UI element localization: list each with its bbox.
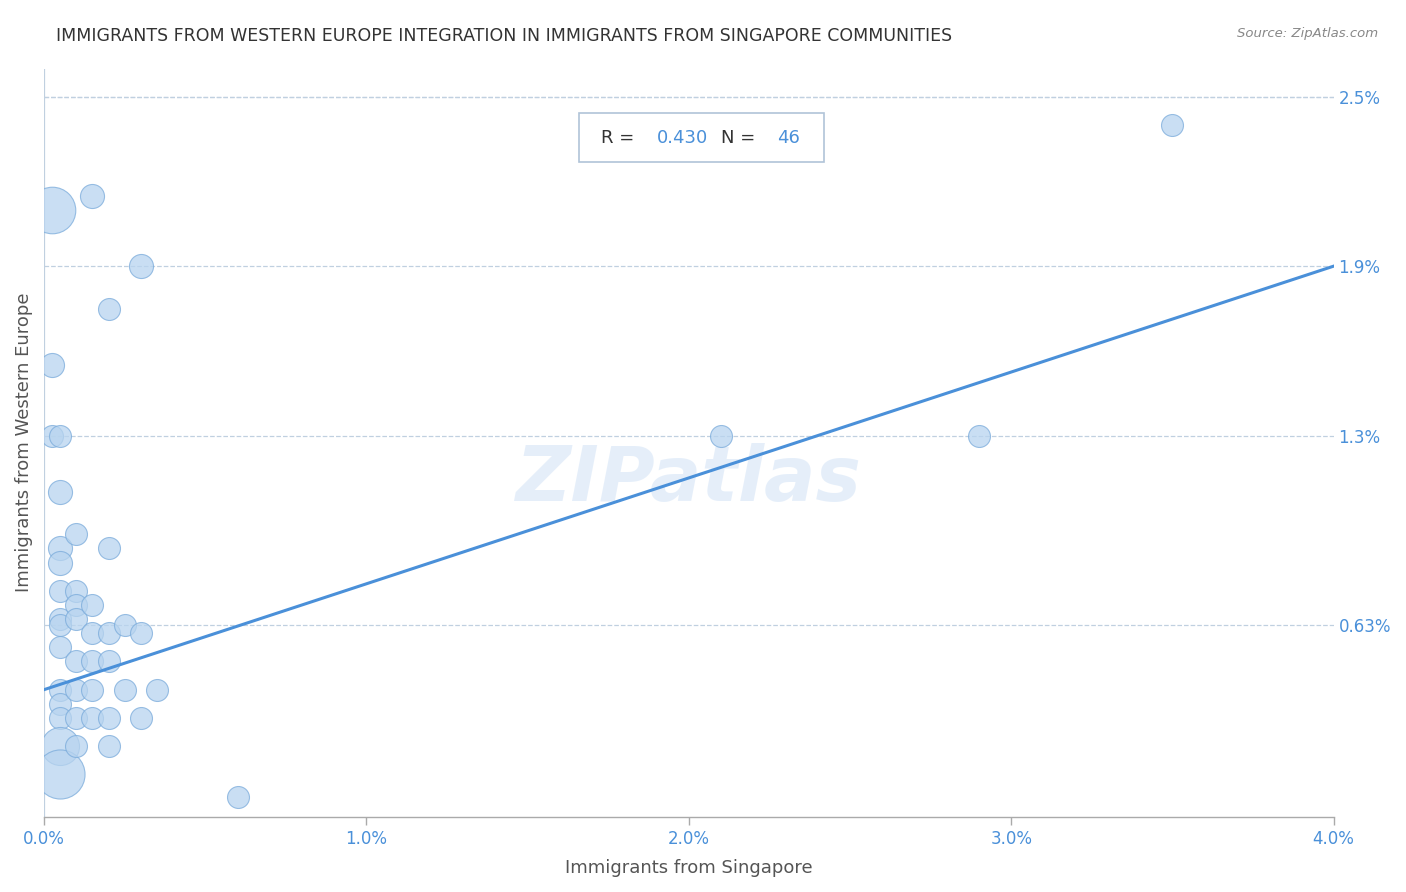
Point [49,767,72,781]
Point [49,739,72,753]
Point [65,527,87,541]
Point [65,682,87,697]
Text: Source: ZipAtlas.com: Source: ZipAtlas.com [1237,27,1378,40]
Point [49,640,72,655]
Point [97,541,120,556]
Point [129,626,152,640]
Point [82,598,104,612]
Point [49,682,72,697]
Point [97,739,120,753]
Point [97,626,120,640]
Text: R =: R = [602,128,640,146]
Point [49,485,72,500]
Point [41,428,63,442]
Text: 0.430: 0.430 [657,128,707,146]
Point [49,617,72,632]
Point [49,583,72,598]
Point [49,428,72,442]
Y-axis label: Immigrants from Western Europe: Immigrants from Western Europe [15,293,32,592]
Point [65,654,87,668]
Point [710,428,733,442]
Point [49,612,72,626]
Point [65,711,87,725]
Point [82,188,104,202]
Point [114,682,136,697]
Point [49,556,72,570]
Point [97,654,120,668]
Point [114,617,136,632]
Point [49,711,72,725]
Point [65,739,87,753]
Text: 46: 46 [776,128,800,146]
Point [82,626,104,640]
Point [129,711,152,725]
Text: IMMIGRANTS FROM WESTERN EUROPE INTEGRATION IN IMMIGRANTS FROM SINGAPORE COMMUNIT: IMMIGRANTS FROM WESTERN EUROPE INTEGRATI… [56,27,952,45]
Point [49,697,72,711]
Point [82,682,104,697]
Point [82,654,104,668]
Point [41,358,63,372]
Point [1161,118,1184,132]
FancyBboxPatch shape [579,113,824,162]
Point [226,789,249,804]
Point [65,598,87,612]
Point [41,202,63,217]
X-axis label: Immigrants from Singapore: Immigrants from Singapore [565,859,813,877]
Point [967,428,990,442]
Text: ZIPatlas: ZIPatlas [516,443,862,517]
Point [49,541,72,556]
Point [129,259,152,273]
Point [65,583,87,598]
Point [97,711,120,725]
Point [146,682,169,697]
Point [82,711,104,725]
Point [97,301,120,316]
Point [65,612,87,626]
Text: N =: N = [721,128,761,146]
